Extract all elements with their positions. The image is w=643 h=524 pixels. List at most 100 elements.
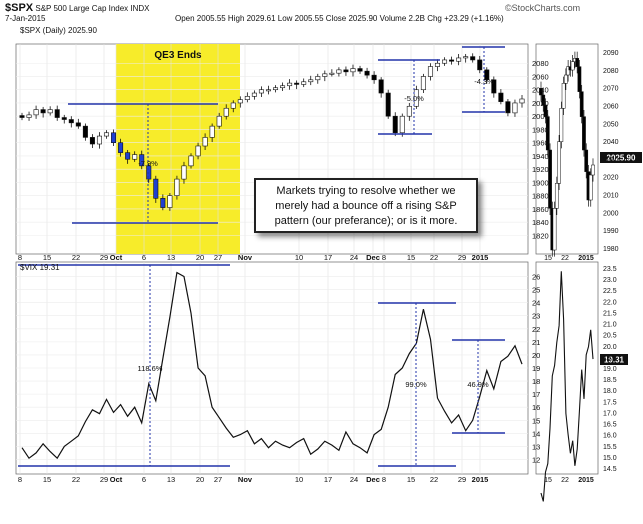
inset-spx-candle — [539, 88, 543, 96]
spx-candle-body — [146, 165, 152, 180]
spx-candle-body — [104, 132, 110, 137]
spx-x-tick-label: 15 — [407, 253, 415, 262]
spx-y-tick-label: 2040 — [532, 86, 549, 95]
vix-x-tick-label: 15 — [407, 475, 415, 484]
vix-x-tick-label: 6 — [142, 475, 146, 484]
vix-x-tick-label: 15 — [43, 475, 51, 484]
spx-candle-body — [294, 82, 300, 85]
spx-candle-body — [96, 135, 102, 145]
inset-spx-y-tick-label: 2070 — [603, 86, 619, 93]
spx-candle-body — [385, 92, 391, 117]
spx-y-tick-label: 1900 — [532, 178, 549, 187]
inset-spx-candle — [570, 61, 575, 71]
spx-candle-body — [477, 59, 483, 71]
spx-candle-body — [343, 69, 349, 73]
spx-candle-body — [273, 87, 279, 91]
vix-pct-oct: 118.6% — [138, 364, 163, 373]
spx-x-tick-label: 29 — [458, 253, 466, 262]
spx-candle-body — [181, 165, 187, 180]
spx-y-tick-label: 1960 — [532, 139, 549, 148]
inset-vix-y-tick-label: 19.5 — [603, 355, 617, 362]
vix-y-tick-label: 15 — [532, 416, 540, 425]
spx-candle-body — [174, 178, 180, 196]
date-label: 7-Jan-2015 — [5, 14, 46, 23]
vix-y-tick-label: 24 — [532, 299, 540, 308]
inset-spx-candle — [566, 66, 570, 76]
spx-candle-body — [125, 152, 131, 160]
spx-candle-body — [336, 69, 342, 74]
spx-candle-body — [280, 85, 286, 89]
inset-spx-x-tick-label: 2015 — [578, 255, 594, 262]
spx-y-tick-label: 1820 — [532, 231, 549, 240]
inset-vix-y-tick-label: 18.5 — [603, 377, 617, 384]
spx-x-tick-label: Dec — [366, 253, 380, 262]
inset-spx-y-tick-label: 2020 — [603, 175, 619, 182]
spx-candle-body — [519, 98, 525, 104]
spx-candle-body — [505, 101, 511, 114]
vix-y-tick-label: 25 — [532, 286, 540, 295]
vix-x-tick-label: 13 — [167, 475, 175, 484]
vix-x-tick-label: 29 — [100, 475, 108, 484]
vix-x-tick-label: Oct — [110, 475, 123, 484]
inset-spx-y-tick-label: 2050 — [603, 121, 619, 128]
vix-legend: $VIX 19.31 — [20, 263, 60, 272]
vix-last-value: 19.31 — [604, 356, 625, 365]
vix-y-tick-label: 19 — [532, 364, 540, 373]
spx-x-tick-label: 27 — [214, 253, 222, 262]
inset-spx-candle — [591, 164, 595, 176]
inset-vix-y-tick-label: 17.0 — [603, 410, 617, 417]
spx-x-tick-label: 10 — [295, 253, 303, 262]
vix-y-tick-label: 26 — [532, 273, 540, 282]
spx-pct-oct: -7.9% — [138, 159, 158, 168]
inset-vix-y-tick-label: 22.5 — [603, 288, 617, 295]
spx-legend: $SPX (Daily) 2025.90 — [20, 26, 97, 35]
spx-pct-dec: -5.0% — [404, 94, 424, 103]
inset-spx-x-tick-label: 22 — [561, 255, 569, 262]
spx-candle-body — [329, 72, 335, 75]
spx-candle-body — [442, 59, 448, 64]
inset-spx-y-tick-label: 2000 — [603, 210, 619, 217]
spx-x-tick-label: 22 — [430, 253, 438, 262]
spx-candle-body — [188, 155, 194, 167]
spx-candle-body — [470, 56, 476, 61]
inset-vix-y-tick-label: 19.0 — [603, 366, 617, 373]
vix-line — [21, 271, 523, 460]
spx-candle-body — [378, 79, 384, 94]
spx-candle-body — [406, 105, 412, 117]
vix-x-tick-label: 20 — [196, 475, 204, 484]
spx-candle-body — [195, 145, 201, 157]
inset-spx-candle — [561, 83, 566, 109]
spx-y-tick-label: 1920 — [532, 165, 549, 174]
inset-vix-y-tick-label: 22.0 — [603, 299, 617, 306]
spx-candle-body — [167, 195, 173, 208]
spx-candle-body — [40, 109, 46, 114]
spx-candle-body — [258, 89, 264, 94]
inset-spx-y-tick-label: 2040 — [603, 139, 619, 146]
spx-pct-jan: -4.3% — [474, 77, 494, 86]
spx-y-tick-label: 1980 — [532, 125, 549, 134]
spx-last-value-tag — [600, 152, 642, 163]
spx-candle-body — [202, 137, 208, 147]
spx-candle-body — [19, 115, 25, 118]
inset-vix-y-tick-label: 20.5 — [603, 333, 617, 340]
spx-candle-body — [484, 69, 490, 81]
inset-vix-x-tick-label: 15 — [544, 477, 552, 484]
vix-y-tick-label: 18 — [532, 377, 540, 386]
inset-spx-candle — [541, 94, 546, 106]
spx-candle-body — [308, 79, 314, 83]
vix-x-tick-label: 22 — [430, 475, 438, 484]
inset-vix-y-tick-label: 14.5 — [603, 466, 617, 473]
spx-candle-body — [456, 57, 462, 62]
spx-x-tick-label: 8 — [18, 253, 22, 262]
spx-x-tick-label: 2015 — [472, 253, 489, 262]
vix-y-tick-label: 22 — [532, 325, 540, 334]
inset-vix-y-tick-label: 23.5 — [603, 266, 617, 273]
vix-last-value-tag — [600, 354, 628, 365]
spx-candle-body — [61, 117, 67, 120]
stockcharts-brand: ©StockCharts.com — [505, 3, 581, 13]
inset-vix-y-tick-label: 23.0 — [603, 277, 617, 284]
inset-spx-candle — [548, 149, 552, 209]
index-name: S&P 500 Large Cap Index INDX — [35, 4, 150, 13]
